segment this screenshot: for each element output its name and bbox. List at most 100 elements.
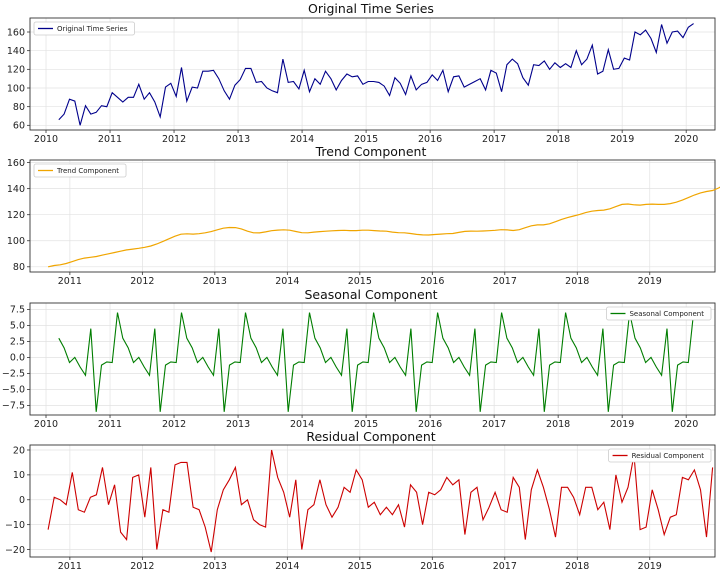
x-tick-label-seasonal: 2017 <box>482 419 506 430</box>
x-tick-label-seasonal: 2020 <box>674 419 698 430</box>
legend-seasonal: Seasonal Component <box>606 306 712 321</box>
y-tick-label-residual: 10 <box>13 470 25 481</box>
x-tick-label-residual: 2015 <box>348 561 372 572</box>
legend-label-seasonal: Seasonal Component <box>629 310 704 318</box>
x-axis-seasonal: 2010 2011 2012 2013 2014 2015 2016 2017 2018 2019… <box>34 415 698 430</box>
y-tick-label-original: 160 <box>7 27 25 38</box>
series-line-seasonal <box>58 312 695 412</box>
x-tick-label-trend: 2014 <box>275 276 299 287</box>
legend-original: Original Time Series <box>33 21 135 36</box>
x-tick-label-residual: 2019 <box>638 561 662 572</box>
grid-original <box>30 18 715 130</box>
legend-label-residual: Residual Component <box>632 452 705 460</box>
y-axis-seasonal: −7.5 −5.0 −2.5 0.0 2.5 5.0 7.5 <box>2 305 30 412</box>
x-tick-label-original: 2010 <box>34 134 58 145</box>
y-tick-label-original: 100 <box>7 83 25 94</box>
y-tick-label-trend: 160 <box>7 158 25 169</box>
axes-frame-trend <box>29 159 716 273</box>
x-tick-label-residual: 2017 <box>493 561 517 572</box>
grid-residual <box>30 445 715 557</box>
panel-original: Original Time Series 2010 2011 2012 2013 201… <box>7 1 716 145</box>
x-axis-trend: 2011 2012 2013 2014 2015 2016 2017 2018 2019 <box>58 272 662 287</box>
axes-frame-seasonal <box>29 302 716 416</box>
x-axis-residual: 2011 2012 2013 2014 2015 2016 2017 2018 2019 <box>58 557 662 572</box>
legend-residual: Residual Component <box>608 448 712 463</box>
legend-label-original: Original Time Series <box>57 25 128 33</box>
x-tick-label-residual: 2013 <box>203 561 227 572</box>
y-tick-label-original: 60 <box>13 121 25 132</box>
x-tick-label-trend: 2017 <box>493 276 517 287</box>
y-tick-label-residual: −20 <box>5 545 25 556</box>
series-line-residual <box>47 449 714 553</box>
panel-trend: Trend Component 2011 2012 2013 2014 2015 2016… <box>7 144 720 287</box>
x-tick-label-seasonal: 2012 <box>162 419 186 430</box>
panel-seasonal: Seasonal Component 2010 2011 2012 2013 2014 2… <box>2 287 716 430</box>
y-tick-label-trend: 120 <box>7 210 25 221</box>
axes-frame-residual <box>29 444 716 558</box>
x-tick-label-seasonal: 2019 <box>610 419 634 430</box>
x-tick-label-trend: 2019 <box>638 276 662 287</box>
grid-seasonal <box>30 303 715 415</box>
panel-title-residual: Residual Component <box>306 429 435 444</box>
x-tick-label-seasonal: 2018 <box>546 419 570 430</box>
y-axis-trend: 80 100 120 140 160 <box>7 158 30 273</box>
y-tick-label-trend: 140 <box>7 184 25 195</box>
x-tick-label-residual: 2011 <box>58 561 82 572</box>
grid-trend <box>30 160 715 272</box>
y-tick-label-residual: 0 <box>19 495 25 506</box>
x-tick-label-trend: 2018 <box>565 276 589 287</box>
x-tick-label-original: 2011 <box>98 134 122 145</box>
x-tick-label-original: 2016 <box>418 134 442 145</box>
x-tick-label-original: 2012 <box>162 134 186 145</box>
x-tick-label-seasonal: 2011 <box>98 419 122 430</box>
series-line-original <box>58 23 694 126</box>
y-tick-label-original: 120 <box>7 65 25 76</box>
x-tick-label-trend: 2011 <box>58 276 82 287</box>
y-tick-label-seasonal: 7.5 <box>10 305 25 316</box>
y-tick-label-trend: 80 <box>13 262 25 273</box>
x-tick-label-seasonal: 2013 <box>226 419 250 430</box>
legend-box-trend <box>33 163 127 178</box>
y-tick-label-residual: 20 <box>13 445 25 456</box>
y-tick-label-seasonal: 5.0 <box>10 321 25 332</box>
x-axis-original: 2010 2011 2012 2013 2014 2015 2016 2017 2018 2019… <box>34 130 698 145</box>
x-tick-label-trend: 2013 <box>203 276 227 287</box>
legend-box-residual <box>608 448 712 463</box>
x-tick-label-original: 2014 <box>290 134 314 145</box>
x-tick-label-residual: 2016 <box>420 561 444 572</box>
panel-title-original: Original Time Series <box>308 1 434 16</box>
legend-box-original <box>33 21 135 36</box>
y-tick-label-original: 80 <box>13 102 25 113</box>
y-tick-label-seasonal: −7.5 <box>2 401 25 412</box>
x-tick-label-original: 2018 <box>546 134 570 145</box>
x-tick-label-trend: 2012 <box>130 276 154 287</box>
x-tick-label-residual: 2014 <box>275 561 299 572</box>
panel-title-trend: Trend Component <box>315 144 427 159</box>
y-tick-label-seasonal: 0.0 <box>10 353 25 364</box>
y-tick-label-seasonal: 2.5 <box>10 337 25 348</box>
y-tick-label-residual: −10 <box>5 520 25 531</box>
y-axis-original: 60 80 100 120 140 160 <box>7 27 30 132</box>
x-tick-label-seasonal: 2016 <box>418 419 442 430</box>
x-tick-label-original: 2013 <box>226 134 250 145</box>
panel-title-seasonal: Seasonal Component <box>304 287 437 302</box>
series-line-trend <box>47 186 720 268</box>
x-tick-label-seasonal: 2015 <box>354 419 378 430</box>
x-tick-label-seasonal: 2010 <box>34 419 58 430</box>
x-tick-label-residual: 2018 <box>565 561 589 572</box>
x-tick-label-trend: 2016 <box>420 276 444 287</box>
x-tick-label-original: 2015 <box>354 134 378 145</box>
y-tick-label-seasonal: −2.5 <box>2 369 25 380</box>
x-tick-label-residual: 2012 <box>130 561 154 572</box>
x-tick-label-trend: 2015 <box>348 276 372 287</box>
y-tick-label-trend: 100 <box>7 236 25 247</box>
x-tick-label-original: 2020 <box>674 134 698 145</box>
legend-label-trend: Trend Component <box>56 167 119 175</box>
y-axis-residual: −20 −10 0 10 20 <box>5 445 30 556</box>
y-tick-label-original: 140 <box>7 46 25 57</box>
x-tick-label-original: 2017 <box>482 134 506 145</box>
legend-trend: Trend Component <box>33 163 127 178</box>
panel-residual: Residual Component 2011 2012 2013 2014 2015 2… <box>5 429 716 572</box>
x-tick-label-original: 2019 <box>610 134 634 145</box>
